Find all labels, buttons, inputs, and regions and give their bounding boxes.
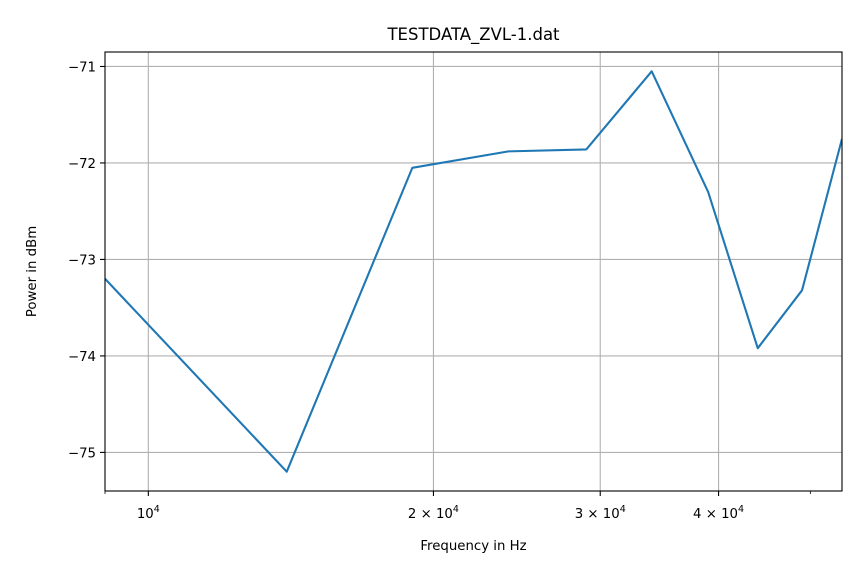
series-layer (105, 70, 842, 473)
x-axis-label: Frequency in Hz (420, 539, 526, 554)
y-tick-label: −73 (68, 253, 96, 268)
x-tick-label: 2 × 104 (408, 504, 459, 522)
y-tick-label: −75 (68, 446, 96, 461)
y-tick-label: −74 (68, 350, 96, 365)
y-tick-label: −71 (68, 60, 96, 75)
grid (105, 52, 842, 491)
axes-frame (104, 51, 843, 492)
x-tick-label: 4 × 104 (693, 504, 744, 522)
y-tick-label: −72 (68, 157, 96, 172)
x-tick-label: 104 (137, 504, 160, 522)
chart-title: TESTDATA_ZVL-1.dat (386, 25, 560, 45)
y-axis-label: Power in dBm (25, 226, 40, 317)
ticks: 104 2 × 104 3 × 104 4 × 104 −71 −72 −73 −74 −75 (68, 60, 811, 522)
x-tick-label: 3 × 104 (575, 504, 626, 522)
series-line (105, 70, 842, 473)
